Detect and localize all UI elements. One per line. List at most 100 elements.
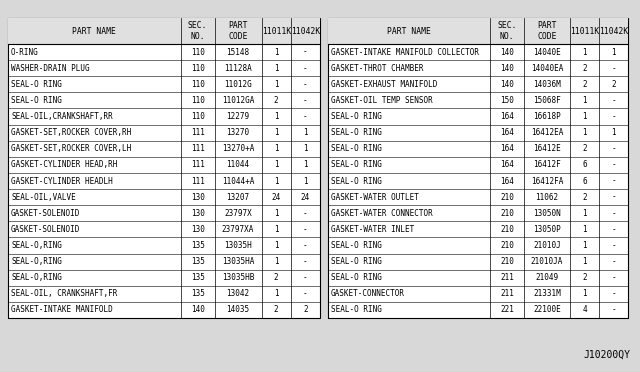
Text: 11128A: 11128A bbox=[224, 64, 252, 73]
Text: 130: 130 bbox=[191, 209, 205, 218]
Text: 1: 1 bbox=[303, 144, 308, 153]
Text: 2: 2 bbox=[582, 144, 587, 153]
Text: 1: 1 bbox=[274, 128, 278, 137]
Text: 11011K: 11011K bbox=[570, 26, 599, 35]
Text: 22100E: 22100E bbox=[533, 305, 561, 314]
Text: 110: 110 bbox=[191, 96, 205, 105]
Text: GASKET-CYLINDER HEAD,RH: GASKET-CYLINDER HEAD,RH bbox=[11, 160, 117, 169]
Text: -: - bbox=[611, 176, 616, 186]
Text: 1: 1 bbox=[274, 257, 278, 266]
Text: 24: 24 bbox=[301, 193, 310, 202]
Text: 110: 110 bbox=[191, 112, 205, 121]
Text: 135: 135 bbox=[191, 241, 205, 250]
Text: SEAL-O RING: SEAL-O RING bbox=[331, 144, 382, 153]
Text: SEAL-OIL,VALVE: SEAL-OIL,VALVE bbox=[11, 193, 76, 202]
Text: 11042K: 11042K bbox=[599, 26, 628, 35]
Text: 2: 2 bbox=[582, 64, 587, 73]
Text: 110: 110 bbox=[191, 48, 205, 57]
Text: 1: 1 bbox=[274, 241, 278, 250]
Text: GASKET-WATER INLET: GASKET-WATER INLET bbox=[331, 225, 414, 234]
Text: 14040E: 14040E bbox=[533, 48, 561, 57]
Text: 1: 1 bbox=[303, 176, 308, 186]
Text: -: - bbox=[611, 64, 616, 73]
Text: 1: 1 bbox=[582, 112, 587, 121]
Text: GASKET-INTAKE MANIFOLD: GASKET-INTAKE MANIFOLD bbox=[11, 305, 113, 314]
Text: 1: 1 bbox=[274, 160, 278, 169]
Text: GASKET-SET,ROCKER COVER,RH: GASKET-SET,ROCKER COVER,RH bbox=[11, 128, 131, 137]
Text: 2: 2 bbox=[582, 273, 587, 282]
Text: SEAL-O,RING: SEAL-O,RING bbox=[11, 241, 62, 250]
Text: 211: 211 bbox=[500, 273, 514, 282]
Text: 14040EA: 14040EA bbox=[531, 64, 563, 73]
Text: 1: 1 bbox=[274, 225, 278, 234]
Text: PART NAME: PART NAME bbox=[72, 26, 116, 35]
Text: 210: 210 bbox=[500, 257, 514, 266]
Text: SEAL-O RING: SEAL-O RING bbox=[331, 128, 382, 137]
Text: 130: 130 bbox=[191, 193, 205, 202]
Text: WASHER-DRAIN PLUG: WASHER-DRAIN PLUG bbox=[11, 64, 90, 73]
Text: 2: 2 bbox=[582, 80, 587, 89]
Text: 12279: 12279 bbox=[227, 112, 250, 121]
Text: 2: 2 bbox=[274, 273, 278, 282]
Text: -: - bbox=[611, 305, 616, 314]
Bar bbox=[328, 18, 628, 318]
Text: 6: 6 bbox=[582, 176, 587, 186]
Bar bbox=[328, 18, 628, 44]
Text: -: - bbox=[611, 112, 616, 121]
Text: 110: 110 bbox=[191, 64, 205, 73]
Text: 16412E: 16412E bbox=[533, 144, 561, 153]
Text: 11044: 11044 bbox=[227, 160, 250, 169]
Text: 135: 135 bbox=[191, 257, 205, 266]
Text: 16412F: 16412F bbox=[533, 160, 561, 169]
Text: 1: 1 bbox=[274, 48, 278, 57]
Text: GASKET-SET,ROCKER COVER,LH: GASKET-SET,ROCKER COVER,LH bbox=[11, 144, 131, 153]
Text: 135: 135 bbox=[191, 273, 205, 282]
Text: 1: 1 bbox=[582, 257, 587, 266]
Text: SEAL-O RING: SEAL-O RING bbox=[11, 80, 62, 89]
Text: GASKET-WATER OUTLET: GASKET-WATER OUTLET bbox=[331, 193, 419, 202]
Text: 1: 1 bbox=[611, 128, 616, 137]
Text: -: - bbox=[303, 64, 308, 73]
Text: 13050N: 13050N bbox=[533, 209, 561, 218]
Text: -: - bbox=[611, 225, 616, 234]
Text: 15148: 15148 bbox=[227, 48, 250, 57]
Text: 111: 111 bbox=[191, 176, 205, 186]
Text: GASKET-CYLINDER HEADLH: GASKET-CYLINDER HEADLH bbox=[11, 176, 113, 186]
Text: GASKET-THROT CHAMBER: GASKET-THROT CHAMBER bbox=[331, 64, 424, 73]
Text: -: - bbox=[303, 96, 308, 105]
Text: GASKET-CONNECTOR: GASKET-CONNECTOR bbox=[331, 289, 405, 298]
Text: 211: 211 bbox=[500, 289, 514, 298]
Text: -: - bbox=[303, 209, 308, 218]
Text: -: - bbox=[611, 160, 616, 169]
Text: -: - bbox=[611, 144, 616, 153]
Text: 1: 1 bbox=[582, 289, 587, 298]
Text: 4: 4 bbox=[582, 305, 587, 314]
Text: 1: 1 bbox=[274, 112, 278, 121]
Text: 11012GA: 11012GA bbox=[222, 96, 254, 105]
Text: -: - bbox=[611, 289, 616, 298]
Text: SEAL-O RING: SEAL-O RING bbox=[331, 273, 382, 282]
Text: -: - bbox=[611, 273, 616, 282]
Text: 13207: 13207 bbox=[227, 193, 250, 202]
Text: 11042K: 11042K bbox=[291, 26, 320, 35]
Text: 14036M: 14036M bbox=[533, 80, 561, 89]
Text: 11012G: 11012G bbox=[224, 80, 252, 89]
Text: SEAL-O RING: SEAL-O RING bbox=[331, 257, 382, 266]
Text: 140: 140 bbox=[191, 305, 205, 314]
Text: 13270: 13270 bbox=[227, 128, 250, 137]
Text: 2: 2 bbox=[611, 80, 616, 89]
Text: 15068F: 15068F bbox=[533, 96, 561, 105]
Text: 1: 1 bbox=[274, 176, 278, 186]
Text: GASKET-INTAKE MANIFOLD COLLECTOR: GASKET-INTAKE MANIFOLD COLLECTOR bbox=[331, 48, 479, 57]
Text: 14035: 14035 bbox=[227, 305, 250, 314]
Text: GASKET-SOLENOID: GASKET-SOLENOID bbox=[11, 209, 81, 218]
Text: -: - bbox=[303, 48, 308, 57]
Text: 16412FA: 16412FA bbox=[531, 176, 563, 186]
Text: SEAL-O RING: SEAL-O RING bbox=[331, 160, 382, 169]
Text: 16412EA: 16412EA bbox=[531, 128, 563, 137]
Text: SEAL-O RING: SEAL-O RING bbox=[331, 176, 382, 186]
Text: 140: 140 bbox=[500, 80, 514, 89]
Text: 1: 1 bbox=[303, 160, 308, 169]
Text: PART NAME: PART NAME bbox=[387, 26, 431, 35]
Text: 111: 111 bbox=[191, 128, 205, 137]
